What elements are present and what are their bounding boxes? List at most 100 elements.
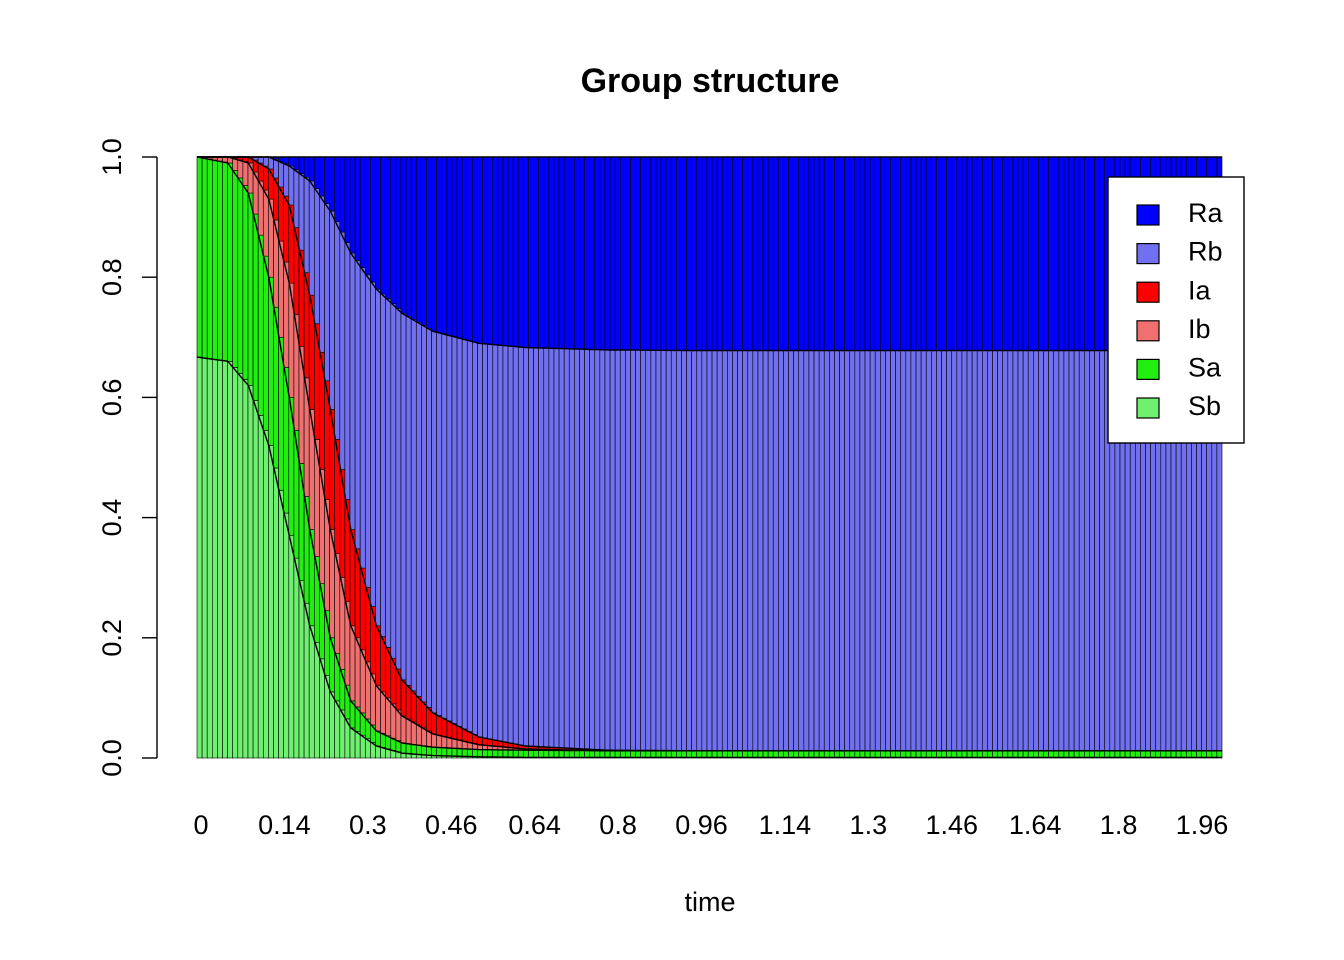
bar-segment-Sa (1160, 750, 1167, 758)
bar-segment-Ra (349, 156, 356, 254)
bar-segment-Sa (640, 750, 647, 758)
bar-segment-Rb (885, 350, 891, 752)
bar-segment-Sa (558, 750, 565, 758)
bar-segment-Sa (829, 750, 835, 758)
bar-segment-Rb (961, 350, 968, 752)
bar-segment-Ib (298, 346, 305, 464)
bar-segment-Rb (410, 318, 417, 692)
bar-segment-Sa (594, 750, 601, 758)
bar-segment-Ra (1017, 156, 1024, 351)
bar-segment-Ia (431, 712, 437, 735)
bar-segment-Sa (1211, 750, 1218, 758)
bar-segment-Rb (1017, 350, 1024, 752)
bar-segment-Rb (630, 349, 636, 751)
bar-segment-Sa (466, 748, 473, 757)
bar-segment-Rb (431, 330, 437, 714)
bar-segment-Ra (874, 156, 881, 351)
bar-segment-Sa (665, 750, 672, 758)
bar-segment-Ra (890, 156, 896, 351)
bar-segment-Rb (344, 242, 351, 500)
bar-segment-Ra (737, 156, 743, 351)
bar-segment-Ra (1073, 156, 1080, 351)
bar-segment-Ra (925, 156, 932, 351)
bar-segment-Ra (910, 156, 917, 351)
bar-segment-Rb (645, 349, 652, 751)
bar-segment-Ia (262, 165, 269, 191)
bar-segment-Sb (359, 734, 366, 759)
bar-segment-Sa (232, 170, 239, 368)
bar-segment-Rb (915, 350, 922, 752)
bar-segment-Sa (196, 156, 203, 358)
bar-segment-Sa (568, 750, 575, 758)
bar-segment-Sa (614, 750, 621, 758)
bar-segment-Ia (370, 606, 376, 675)
bar-segment-Rb (767, 350, 774, 752)
bar-segment-Ib (436, 734, 443, 748)
bar-segment-Sa (528, 749, 534, 758)
bar-segment-Rb (951, 350, 958, 752)
bar-segment-Rb (869, 350, 876, 752)
bar-segment-Rb (701, 350, 708, 752)
bar-segment-Rb (640, 349, 647, 751)
bar-segment-Ra (1058, 156, 1065, 351)
bar-segment-Rb (451, 336, 458, 724)
bar-segment-Rb (359, 267, 366, 569)
legend-label-Sa: Sa (1188, 353, 1222, 383)
bar-segment-Ra (920, 156, 927, 351)
bar-segment-Sa (676, 750, 682, 758)
bar-segment-Rb (568, 348, 575, 749)
bar-segment-Ib (354, 637, 361, 708)
bar-segment-Rb (619, 349, 626, 751)
bar-segment-Ra (1053, 156, 1060, 351)
bar-segment-Sa (880, 750, 886, 758)
bar-segment-Rb (635, 349, 641, 751)
bar-segment-Ra (344, 156, 351, 243)
bar-segment-Rb (456, 337, 463, 727)
bar-segment-Ra (456, 156, 463, 339)
bar-segment-Ra (956, 156, 963, 351)
bar-segment-Rb (946, 350, 953, 752)
bar-segment-Ib (319, 469, 325, 585)
bar-segment-Rb (293, 169, 300, 228)
bar-segment-Ra (472, 156, 478, 343)
bar-segment-Rb (798, 350, 805, 752)
bar-segment-Sa (1089, 750, 1095, 758)
bar-segment-Ib (344, 601, 351, 686)
bar-segment-Ia (400, 679, 407, 717)
y-tick-label: 0.2 (97, 619, 127, 657)
bar-segment-Rb (364, 274, 371, 588)
bar-segment-Rb (757, 350, 764, 752)
bar-segment-Sb (288, 535, 295, 759)
bar-segment-Ib (349, 625, 356, 702)
bar-segment-Rb (839, 350, 845, 752)
bar-segment-Sa (737, 750, 743, 758)
bar-segment-Ra (293, 156, 300, 171)
bar-segment-Ra (869, 156, 876, 351)
bar-segment-Sa (421, 745, 427, 756)
bar-segment-Ra (742, 156, 749, 351)
bar-segment-Sa (941, 750, 947, 758)
legend-swatch-Rb (1136, 243, 1160, 265)
bar-segment-Ra (1089, 156, 1095, 351)
legend-swatch-Ia (1136, 281, 1160, 303)
bar-segment-Ra (359, 156, 366, 268)
bar-segment-Ra (421, 156, 427, 326)
bar-segment-Rb (1078, 350, 1085, 752)
bar-segment-Sa (1114, 750, 1121, 758)
bar-segment-Sa (1109, 750, 1116, 758)
bar-segment-Sb (257, 415, 264, 759)
bar-segment-Sa (1180, 750, 1187, 758)
bar-segment-Sa (905, 750, 912, 758)
bar-segment-Sa (619, 750, 626, 758)
bar-segment-Rb (492, 344, 499, 741)
bar-segment-Sa (1170, 750, 1177, 758)
bar-segment-Rb (982, 350, 988, 752)
bar-segment-Rb (517, 346, 524, 746)
bar-segment-Rb (579, 348, 585, 750)
bars-group (196, 156, 1223, 759)
bar-segment-Ib (293, 314, 300, 431)
bar-segment-Rb (1053, 350, 1060, 752)
bar-segment-Ra (762, 156, 769, 351)
bar-segment-Rb (895, 350, 902, 752)
bar-segment-Ra (370, 156, 376, 283)
